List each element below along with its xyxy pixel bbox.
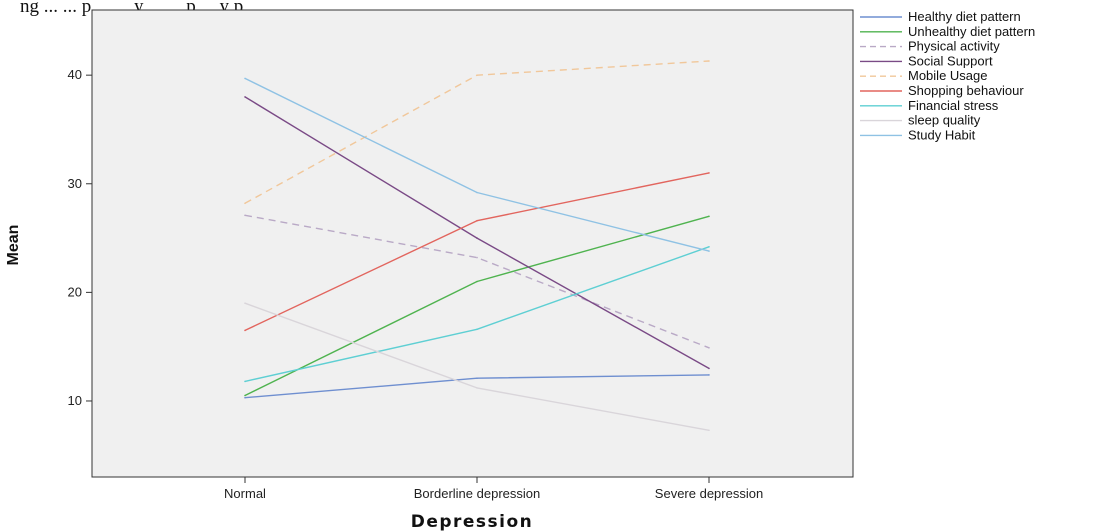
series-1-point xyxy=(476,280,478,283)
series-8-point xyxy=(244,77,246,80)
x-tick-label: Severe depression xyxy=(655,486,763,501)
series-6-point xyxy=(476,328,478,331)
series-2-point xyxy=(244,214,246,217)
series-4-point xyxy=(244,202,246,205)
y-tick-label: 40 xyxy=(68,67,82,82)
x-tick-label: Normal xyxy=(224,486,266,501)
x-tick-label: Borderline depression xyxy=(414,486,540,501)
series-2-point xyxy=(708,347,710,349)
series-0-point xyxy=(708,374,710,376)
x-axis: Normal Borderline depression Severe depres… xyxy=(224,477,763,501)
series-4-point xyxy=(708,60,710,62)
series-5-point xyxy=(708,172,710,174)
series-7-point xyxy=(476,387,478,389)
series-6-point xyxy=(244,380,246,383)
legend-label: sleep quality xyxy=(908,113,981,128)
series-0-point xyxy=(244,396,246,399)
series-line-2 xyxy=(244,214,710,349)
series-3-point xyxy=(708,367,710,370)
legend-label: Financial stress xyxy=(908,98,999,113)
series-8-point xyxy=(476,191,478,194)
legend-label: Mobile Usage xyxy=(908,68,988,83)
legend-label: Social Support xyxy=(908,53,993,68)
series-2-point xyxy=(476,256,478,259)
y-axis-title: Mean xyxy=(5,225,22,266)
series-6-point xyxy=(708,246,710,248)
series-layer xyxy=(244,60,710,432)
legend-label: Physical activity xyxy=(908,39,1000,54)
legend-label: Healthy diet pattern xyxy=(908,9,1021,24)
y-tick-label: 20 xyxy=(68,284,82,299)
legend-label: Unhealthy diet pattern xyxy=(908,24,1035,39)
series-7-point xyxy=(244,302,246,305)
y-tick-label: 30 xyxy=(68,176,82,191)
legend-label: Shopping behaviour xyxy=(908,83,1024,98)
series-5-point xyxy=(476,219,478,222)
legend-label: Study Habit xyxy=(908,127,976,142)
series-4-point xyxy=(476,74,478,76)
series-3-point xyxy=(476,237,478,239)
plot-area xyxy=(91,9,854,478)
x-axis-title: Depression xyxy=(411,512,534,531)
y-axis: 10 20 30 40 xyxy=(68,67,92,408)
y-tick-label: 10 xyxy=(68,393,82,408)
series-0-point xyxy=(476,377,478,380)
series-7-point xyxy=(708,429,710,432)
series-5-point xyxy=(244,329,246,332)
series-3-point xyxy=(244,96,246,98)
series-1-point xyxy=(708,215,710,218)
series-1-point xyxy=(244,394,246,397)
series-8-point xyxy=(708,250,710,252)
